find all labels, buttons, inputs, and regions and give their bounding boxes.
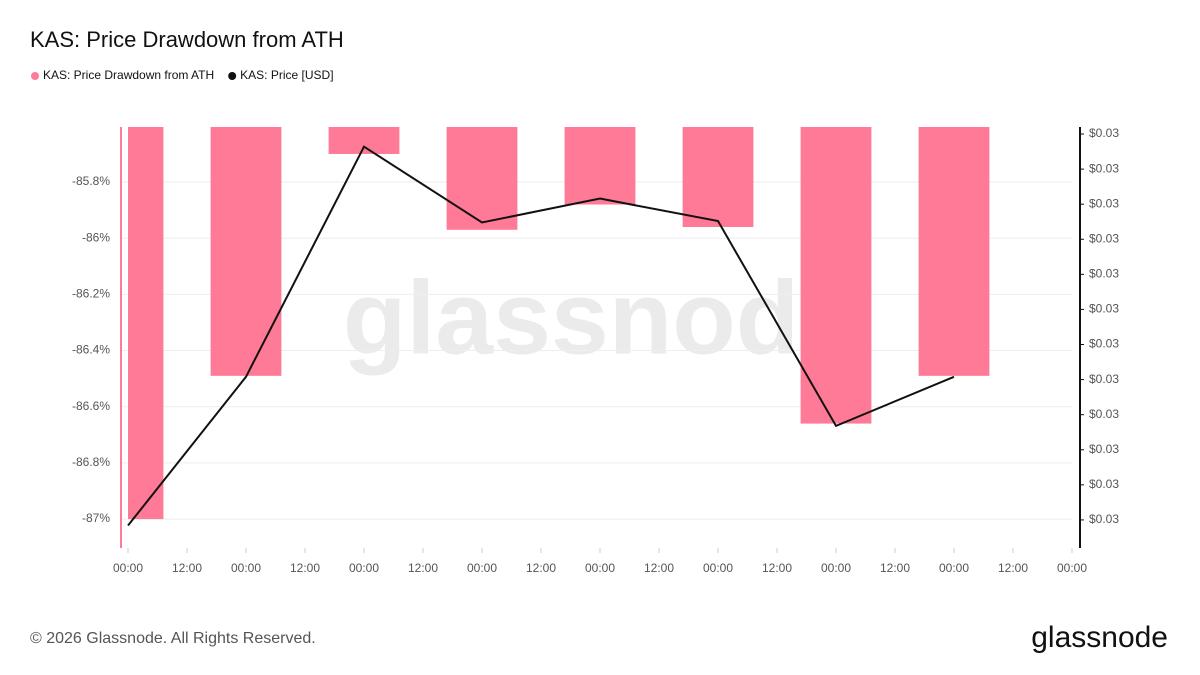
legend: KAS: Price Drawdown from ATH KAS: Price [… (31, 68, 334, 82)
y-tick-label: -86.2% (72, 287, 110, 301)
y2-tick-label: $0.03 (1089, 196, 1119, 210)
legend-marker (228, 72, 237, 80)
x-tick-label: 00:00 (821, 561, 851, 575)
y-tick-label: -87% (82, 511, 110, 525)
bar (328, 127, 400, 154)
legend-label: KAS: Price [USD] (240, 68, 333, 82)
x-tick-label: 12:00 (290, 561, 320, 575)
y2-tick-label: $0.03 (1089, 302, 1119, 316)
y2-tick-label: $0.03 (1089, 442, 1119, 456)
x-tick-label: 00:00 (1057, 561, 1087, 575)
x-tick-label: 12:00 (172, 561, 202, 575)
x-tick-label: 00:00 (585, 561, 615, 575)
bar (800, 127, 872, 424)
y2-tick-label: $0.03 (1089, 126, 1119, 140)
x-tick-label: 00:00 (467, 561, 497, 575)
y-tick-label: -86.8% (72, 455, 110, 469)
bar (210, 127, 282, 376)
y2-tick-label: $0.03 (1089, 512, 1119, 526)
y2-tick-label: $0.03 (1089, 372, 1119, 386)
x-tick-label: 00:00 (939, 561, 969, 575)
y2-tick-label: $0.03 (1089, 267, 1119, 281)
line (127, 145, 955, 527)
x-tick-label: 12:00 (526, 561, 556, 575)
x-tick-label: 12:00 (644, 561, 674, 575)
y2-tick-label: $0.03 (1089, 407, 1119, 421)
bar-series (128, 127, 990, 520)
legend-label: KAS: Price Drawdown from ATH (43, 68, 214, 82)
bar (128, 127, 164, 520)
bar (446, 127, 518, 230)
x-tick-label: 12:00 (408, 561, 438, 575)
watermark: glassnode (343, 260, 857, 376)
copyright: © 2026 Glassnode. All Rights Reserved. (30, 630, 316, 647)
bar (918, 127, 990, 376)
x-tick-label: 12:00 (762, 561, 792, 575)
logo: glassnode (1031, 621, 1168, 654)
x-tick-label: 12:00 (880, 561, 910, 575)
bar (564, 127, 636, 205)
chart-title: KAS: Price Drawdown from ATH (30, 27, 344, 52)
x-tick-label: 12:00 (998, 561, 1028, 575)
y2-tick-label: $0.03 (1089, 231, 1119, 245)
y-tick-label: -86% (82, 230, 110, 244)
y2-tick-label: $0.03 (1089, 161, 1119, 175)
x-tick-label: 00:00 (349, 561, 379, 575)
y-tick-label: -86.4% (72, 343, 110, 357)
y-tick-label: -86.6% (72, 399, 110, 413)
x-tick-label: 00:00 (113, 561, 143, 575)
legend-marker (31, 72, 39, 80)
y2-tick-label: $0.03 (1089, 477, 1119, 491)
x-tick-label: 00:00 (231, 561, 261, 575)
y2-tick-label: $0.03 (1089, 337, 1119, 351)
y-tick-label: -85.8% (72, 174, 110, 188)
x-tick-label: 00:00 (703, 561, 733, 575)
bar (682, 127, 754, 227)
